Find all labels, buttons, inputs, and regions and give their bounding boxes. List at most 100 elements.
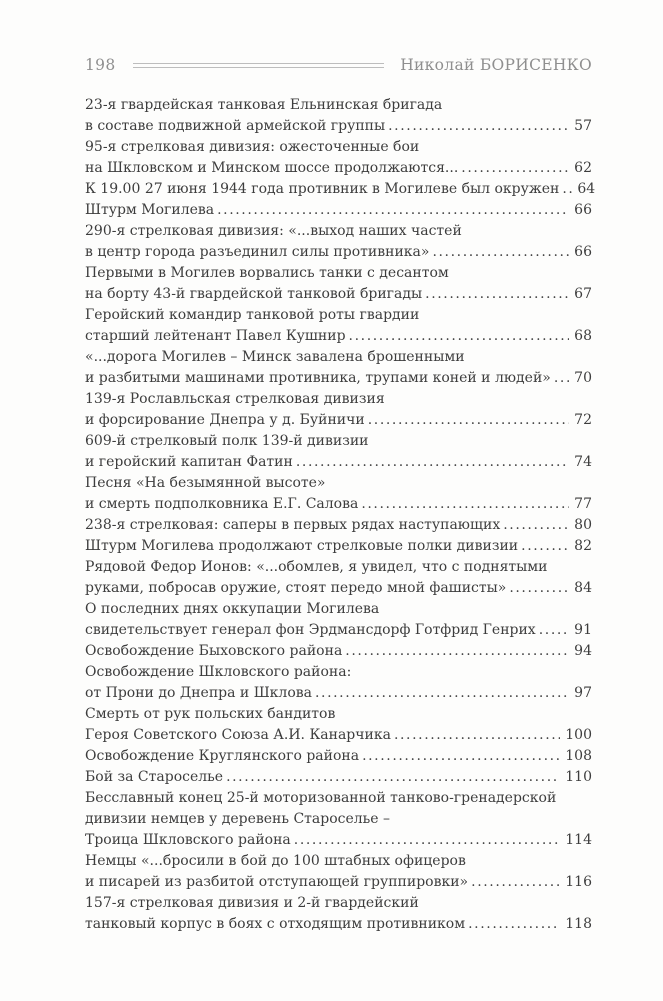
- dot-leader: [461, 158, 569, 179]
- toc-entry: Первыми в Могилев ворвались танки с деса…: [85, 263, 592, 305]
- toc-list: 23-я гвардейская танковая Ельнинская бри…: [85, 95, 596, 935]
- toc-page-number: 62: [574, 160, 592, 176]
- toc-line: К 19.00 27 июня 1944 года противник в Мо…: [85, 179, 596, 200]
- toc-entry-title: Первыми в Могилев ворвались танки с деса…: [85, 265, 449, 281]
- toc-entry: О последних днях оккупации Могилева свиде…: [85, 599, 592, 641]
- toc-entry-title: 139-я Рославльская стрелковая дивизия: [85, 391, 385, 407]
- toc-line: от Прони до Днепра и Шклова 97: [85, 683, 592, 704]
- toc-entry-title: и геройский капитан Фатин: [85, 454, 293, 470]
- dot-leader: [362, 746, 560, 767]
- toc-page-number: 74: [574, 454, 592, 470]
- toc-line: Рядовой Федор Ионов: «...обомлев, я увид…: [85, 557, 592, 578]
- toc-page-number: 108: [565, 748, 592, 764]
- header-double-rule: [132, 63, 385, 68]
- dot-leader: [294, 830, 560, 851]
- toc-page-number: 67: [574, 286, 592, 302]
- dot-leader: [315, 683, 569, 704]
- toc-entry: Освобождение Быховского района 94: [85, 641, 592, 662]
- toc-line: Освобождение Шкловского района:: [85, 662, 592, 683]
- toc-entry: Штурм Могилева продолжают стрелковые пол…: [85, 536, 592, 557]
- toc-line: Геройский командир танковой роты гвардии: [85, 305, 592, 326]
- toc-entry-title: Бесславный конец 25-й моторизованной тан…: [85, 790, 557, 806]
- toc-entry-title: в составе подвижной армейской группы: [85, 118, 386, 134]
- toc-entry: 23-я гвардейская танковая Ельнинская бри…: [85, 95, 592, 137]
- toc-page-number: 110: [565, 769, 592, 785]
- toc-entry-title: и писарей из разбитой отступающей группи…: [85, 874, 469, 890]
- toc-entry-title: Песня «На безымянной высоте»: [85, 475, 326, 491]
- toc-line: старший лейтенант Павел Кушнир 68: [85, 326, 592, 347]
- toc-entry-title: и смерть подполковника Е.Г. Салова: [85, 496, 359, 512]
- toc-line: Песня «На безымянной высоте»: [85, 473, 592, 494]
- toc-entry: Геройский командир танковой роты гвардии…: [85, 305, 592, 347]
- dot-leader: [349, 326, 570, 347]
- toc-line: в составе подвижной армейской группы 57: [85, 116, 592, 137]
- toc-line: 290-я стрелковая дивизия: «...выход наши…: [85, 221, 592, 242]
- dot-leader: [217, 200, 569, 221]
- toc-entry-title: 157-я стрелковая дивизия и 2-й гвардейск…: [85, 895, 419, 911]
- toc-entry-title: Освобождение Быховского района: [85, 643, 343, 659]
- toc-entry-title: 23-я гвардейская танковая Ельнинская бри…: [85, 97, 443, 113]
- toc-entry-title: Геройский командир танковой роты гвардии: [85, 307, 420, 323]
- toc-line: Троица Шкловского района 114: [85, 830, 592, 851]
- dot-leader: [368, 410, 569, 431]
- dot-leader: [521, 536, 569, 557]
- toc-line: Бой за Староселье 110: [85, 767, 592, 788]
- toc-entry: 139-я Рославльская стрелковая дивизия и ф…: [85, 389, 592, 431]
- toc-page-number: 66: [574, 244, 592, 260]
- toc-page-number: 57: [574, 118, 592, 134]
- toc-entry-title: Смерть от рук польских бандитов: [85, 706, 336, 722]
- toc-line: танковый корпус в боях с отходящим проти…: [85, 914, 592, 935]
- toc-line: 238-я стрелковая: саперы в первых рядах …: [85, 515, 592, 536]
- toc-entry-title: старший лейтенант Павел Кушнир: [85, 328, 346, 344]
- toc-page-number: 118: [565, 916, 592, 932]
- toc-line: дивизии немцев у деревень Староселье –: [85, 809, 592, 830]
- dot-leader: [388, 116, 569, 137]
- running-head: 198 Николай БОРИСЕНКО: [85, 55, 592, 76]
- toc-entry-title: дивизии немцев у деревень Староселье –: [85, 811, 391, 827]
- toc-entry: Освобождение Круглянского района 108: [85, 746, 592, 767]
- toc-page-number: 82: [574, 538, 592, 554]
- toc-page-number: 91: [574, 622, 592, 638]
- toc-entry: 95-я стрелковая дивизия: ожесточенные бо…: [85, 137, 592, 179]
- toc-entry: Освобождение Шкловского района: от Прони …: [85, 662, 592, 704]
- toc-line: Немцы «...бросили в бой до 100 штабных о…: [85, 851, 592, 872]
- toc-page-number: 66: [574, 202, 592, 218]
- toc-entry: Смерть от рук польских бандитов Героя Сов…: [85, 704, 592, 746]
- toc-line: руками, побросав оружие, стоят передо мн…: [85, 578, 592, 599]
- toc-entry-title: Освобождение Круглянского района: [85, 748, 360, 764]
- toc-line: 95-я стрелковая дивизия: ожесточенные бо…: [85, 137, 592, 158]
- toc-page-number: 97: [574, 685, 592, 701]
- toc-entry-title: «...дорога Могилев – Минск завалена брош…: [85, 349, 465, 365]
- toc-line: и смерть подполковника Е.Г. Салова 77: [85, 494, 592, 515]
- toc-entry-title: Немцы «...бросили в бой до 100 штабных о…: [85, 853, 466, 869]
- toc-line: в центр города разъединил силы противник…: [85, 242, 592, 263]
- toc-entry-title: на борту 43-й гвардейской танковой брига…: [85, 286, 423, 302]
- toc-line: Штурм Могилева продолжают стрелковые пол…: [85, 536, 592, 557]
- toc-entry-title: 95-я стрелковая дивизия: ожесточенные бо…: [85, 139, 420, 155]
- toc-page-number: 114: [565, 832, 592, 848]
- toc-entry: 238-я стрелковая: саперы в первых рядах …: [85, 515, 592, 536]
- toc-page-number: 70: [574, 370, 592, 386]
- toc-page-number: 77: [574, 496, 592, 512]
- toc-entry-title: и разбитыми машинами противника, трупами…: [85, 370, 551, 386]
- toc-entry-title: Штурм Могилева продолжают стрелковые пол…: [85, 538, 519, 554]
- toc-line: свидетельствует генерал фон Эрдмансдорф …: [85, 620, 592, 641]
- dot-leader: [503, 515, 569, 536]
- toc-page-number: 72: [574, 412, 592, 428]
- toc-line: Освобождение Быховского района 94: [85, 641, 592, 662]
- toc-entry: 609-й стрелковый полк 139-й дивизии и гер…: [85, 431, 592, 473]
- toc-entry-title: и форсирование Днепра у д. Буйничи: [85, 412, 365, 428]
- toc-line: Героя Советского Союза А.И. Канарчика 100: [85, 725, 592, 746]
- toc-entry-title: К 19.00 27 июня 1944 года противник в Мо…: [85, 181, 560, 197]
- toc-page-number: 68: [574, 328, 592, 344]
- folio-page-number: 198: [85, 56, 116, 74]
- toc-entry: К 19.00 27 июня 1944 года противник в Мо…: [85, 179, 596, 200]
- toc-line: 609-й стрелковый полк 139-й дивизии: [85, 431, 592, 452]
- toc-entry: Песня «На безымянной высоте» и смерть под…: [85, 473, 592, 515]
- toc-entry: Рядовой Федор Ионов: «...обомлев, я увид…: [85, 557, 592, 599]
- toc-page-number: 64: [577, 181, 596, 197]
- toc-line: 139-я Рославльская стрелковая дивизия: [85, 389, 592, 410]
- toc-entry-title: в центр города разъединил силы противник…: [85, 244, 430, 260]
- toc-entry-title: 238-я стрелковая: саперы в первых рядах …: [85, 517, 501, 533]
